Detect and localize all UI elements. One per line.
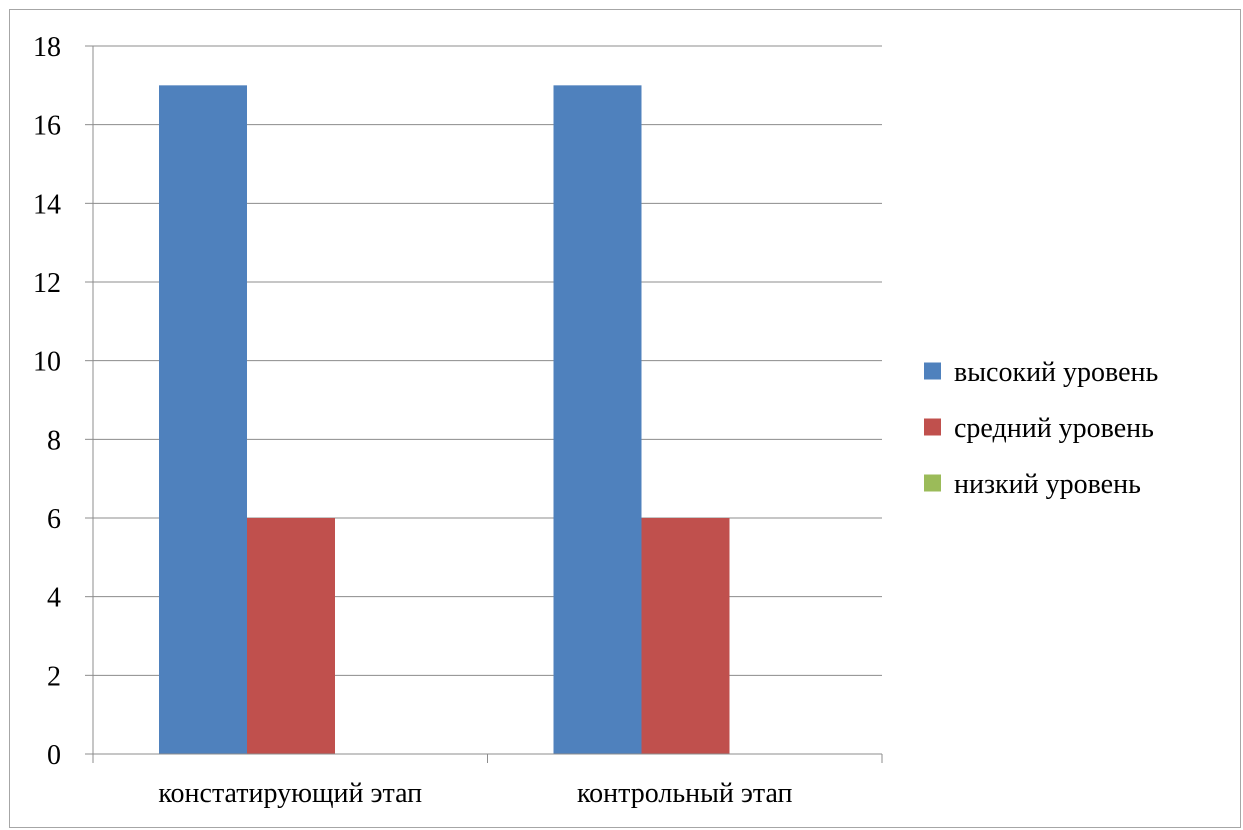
legend-label: средний уровень bbox=[954, 413, 1154, 444]
bar-2-2 bbox=[641, 518, 730, 754]
y-tick-label: 6 bbox=[47, 504, 61, 535]
y-tick-label: 8 bbox=[47, 425, 61, 456]
x-category-label: констатирующий этап bbox=[158, 778, 422, 809]
legend-swatch bbox=[924, 418, 941, 436]
legend-swatch bbox=[924, 362, 941, 380]
legend: высокий уровень средний уровень низкий уро… bbox=[924, 357, 1158, 500]
axes bbox=[92, 46, 883, 763]
y-tick-label: 4 bbox=[47, 583, 61, 614]
bar-1-1 bbox=[159, 85, 247, 755]
bar-2-1 bbox=[247, 518, 335, 754]
x-category-label: контрольный этап bbox=[577, 778, 793, 809]
y-tick-label: 16 bbox=[33, 111, 61, 142]
legend-swatch bbox=[924, 474, 941, 492]
y-tick-label: 2 bbox=[47, 661, 61, 692]
x-axis-categories: констатирующий этап контрольный этап bbox=[158, 778, 792, 809]
legend-label: низкий уровень bbox=[954, 469, 1141, 500]
y-tick-label: 12 bbox=[33, 268, 61, 299]
y-tick-label: 0 bbox=[47, 740, 61, 771]
y-tick-label: 18 bbox=[33, 32, 61, 63]
bars bbox=[159, 85, 730, 755]
bar-1-2 bbox=[553, 85, 642, 755]
y-tick-label: 14 bbox=[33, 189, 61, 220]
y-axis-ticks: 0 2 4 6 8 10 12 14 16 18 bbox=[33, 32, 93, 771]
y-tick-label: 10 bbox=[33, 347, 61, 378]
legend-label: высокий уровень bbox=[954, 357, 1158, 388]
